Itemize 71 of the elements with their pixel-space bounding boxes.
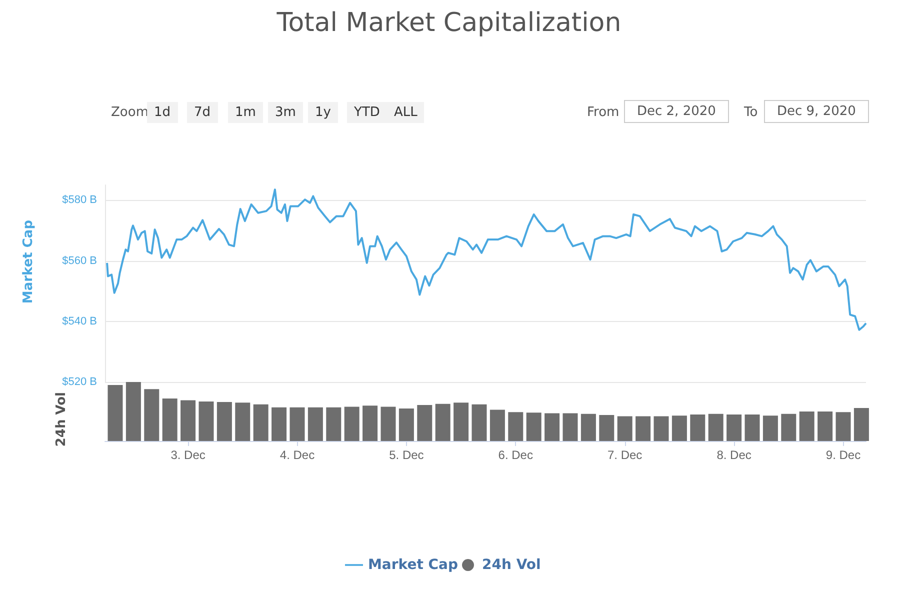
- text: Zoom: [110, 104, 150, 122]
- bar: [799, 412, 814, 441]
- text: Dec 9, 2020: [764, 100, 869, 123]
- bar: [744, 414, 760, 441]
- bar: [272, 407, 287, 441]
- chart-title: Total Market Capitalization: [276, 8, 622, 38]
- bar: [290, 407, 305, 441]
- text: To: [743, 104, 759, 122]
- bar: [654, 416, 669, 441]
- bar: [818, 412, 833, 441]
- y-tick-label: $560 B: [62, 254, 97, 267]
- bar: [454, 402, 469, 441]
- bar: [144, 389, 160, 441]
- x-tick-label: 8. Dec: [716, 448, 752, 462]
- y-axis-title: 24h Vol: [54, 392, 69, 447]
- bar: [417, 405, 432, 441]
- text: 7d: [187, 102, 218, 123]
- text: 1m: [228, 102, 263, 123]
- bar: [508, 412, 524, 441]
- x-tick-label: 4. Dec: [280, 448, 315, 462]
- bar: [180, 400, 196, 441]
- legend-label: 24h Vol: [482, 557, 541, 573]
- bar: [398, 408, 414, 441]
- text: YTD: [347, 102, 387, 123]
- text: From: [586, 104, 620, 122]
- bar: [253, 404, 268, 441]
- bar: [308, 407, 323, 441]
- bar: [344, 406, 360, 441]
- bar: [198, 401, 214, 441]
- bar: [435, 404, 450, 441]
- bar: [380, 406, 396, 441]
- bar: [617, 416, 632, 441]
- bar: [762, 416, 778, 441]
- bar: [162, 398, 178, 441]
- bar: [562, 413, 578, 441]
- bar: [544, 413, 560, 441]
- bar: [216, 402, 232, 441]
- text: 1d: [147, 102, 178, 123]
- bar: [326, 407, 342, 441]
- bar: [472, 404, 487, 441]
- y-tick-label: $520 B: [62, 376, 97, 388]
- bar: [672, 416, 687, 441]
- bar: [235, 402, 250, 441]
- y-tick-label: $540 B: [62, 315, 97, 328]
- bar: [526, 412, 542, 441]
- text: 3m: [268, 102, 303, 123]
- x-tick-label: 7. Dec: [608, 448, 642, 462]
- bar: [599, 415, 614, 441]
- text: ALL: [387, 102, 424, 123]
- bar: [781, 414, 796, 441]
- bar: [636, 416, 651, 441]
- y-tick-label: $580 B: [62, 194, 97, 206]
- bar: [108, 384, 123, 441]
- line-series: [106, 188, 867, 331]
- x-tick-label: 9. Dec: [826, 448, 861, 462]
- bar: [126, 382, 141, 441]
- bar: [726, 414, 742, 441]
- bar: [690, 414, 706, 441]
- bar: [580, 414, 596, 441]
- text: 1y: [308, 102, 338, 123]
- x-tick-label: 5. Dec: [389, 448, 424, 462]
- y-axis-title: Market Cap: [21, 220, 36, 304]
- bar: [854, 408, 869, 441]
- bar: [836, 412, 851, 441]
- x-tick-label: 3. Dec: [170, 448, 206, 462]
- legend-label: Market Cap: [368, 557, 458, 573]
- bar: [708, 414, 724, 441]
- x-tick-label: 6. Dec: [498, 448, 533, 462]
- bar: [490, 410, 505, 441]
- bar: [362, 406, 378, 441]
- text: Dec 2, 2020: [624, 100, 729, 123]
